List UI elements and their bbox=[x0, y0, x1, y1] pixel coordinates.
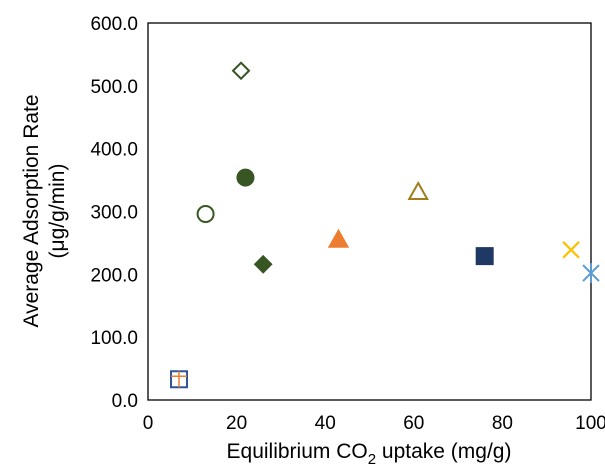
data-point-x bbox=[562, 241, 580, 259]
y-tick-label: 500.0 bbox=[90, 77, 138, 98]
data-point-circle bbox=[196, 205, 215, 224]
x-tick-label: 60 bbox=[403, 413, 424, 434]
data-point-diamond bbox=[231, 61, 251, 81]
x-tick-label: 20 bbox=[226, 413, 247, 434]
data-point-star bbox=[582, 263, 600, 284]
y-tick-label: 400.0 bbox=[90, 140, 138, 161]
x-axis-label: Equilibrium CO2 uptake (mg/g) bbox=[227, 440, 512, 468]
data-point-square-plus bbox=[170, 370, 189, 389]
data-points bbox=[170, 61, 600, 389]
y-tick-label: 600.0 bbox=[90, 14, 138, 35]
y-tick-labels: 0.0 100.0 200.0 300.0 400.0 500.0 600.0 bbox=[90, 14, 138, 412]
data-point-diamond bbox=[253, 254, 273, 274]
data-point-triangle bbox=[407, 180, 429, 201]
x-tick-label: 100 bbox=[575, 413, 605, 434]
x-tick-label: 0 bbox=[143, 413, 154, 434]
plot-area bbox=[147, 22, 592, 401]
y-axis-label-line1: Average Adsorption Rate bbox=[20, 94, 43, 327]
y-tick-label: 100.0 bbox=[90, 328, 138, 349]
y-tick-label: 200.0 bbox=[90, 265, 138, 286]
y-axis-label-line2: (μg/g/min) bbox=[46, 164, 69, 259]
data-point-square bbox=[475, 247, 494, 266]
x-tick-label: 40 bbox=[315, 413, 336, 434]
y-tick-label: 300.0 bbox=[90, 203, 138, 224]
data-point-circle bbox=[236, 168, 255, 187]
y-tick-label: 0.0 bbox=[112, 391, 138, 412]
data-point-triangle bbox=[327, 228, 350, 248]
x-tick-labels: 0 20 40 60 80 100 bbox=[143, 413, 605, 434]
x-tick-label: 80 bbox=[492, 413, 513, 434]
